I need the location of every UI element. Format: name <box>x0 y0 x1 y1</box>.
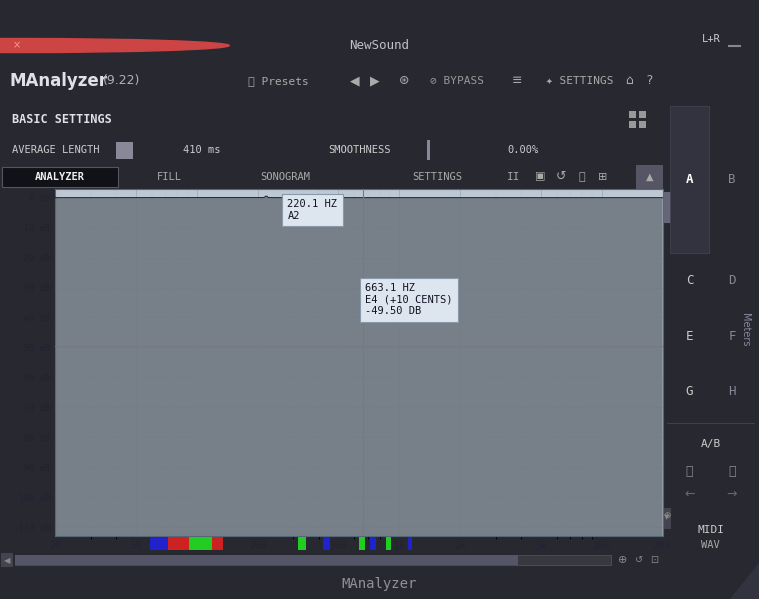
Bar <box>639 111 646 118</box>
Bar <box>14 555 518 565</box>
Text: ↺: ↺ <box>635 555 644 565</box>
Text: F: F <box>728 330 735 343</box>
Bar <box>639 121 646 128</box>
Bar <box>189 537 213 550</box>
Bar <box>2 167 118 187</box>
Bar <box>14 555 611 565</box>
Text: B: B <box>728 173 735 186</box>
Bar <box>370 537 376 550</box>
Text: SMOOTHNESS: SMOOTHNESS <box>328 146 390 155</box>
Text: E: E <box>686 330 694 343</box>
Text: ✦ SETTINGS: ✦ SETTINGS <box>546 75 613 86</box>
Text: ⊕: ⊕ <box>618 555 628 565</box>
Text: ◀: ◀ <box>4 555 11 565</box>
Text: ⊘ BYPASS: ⊘ BYPASS <box>430 75 484 86</box>
Text: (9.22): (9.22) <box>102 74 140 87</box>
Bar <box>150 537 183 550</box>
Text: 0.00%: 0.00% <box>508 146 539 155</box>
Bar <box>298 537 306 550</box>
Bar <box>386 537 391 550</box>
Text: D: D <box>728 274 735 288</box>
Bar <box>670 106 709 253</box>
Text: BASIC SETTINGS: BASIC SETTINGS <box>12 113 112 126</box>
Text: ↺: ↺ <box>556 170 566 183</box>
Text: ≡: ≡ <box>512 74 522 87</box>
Polygon shape <box>744 587 759 599</box>
Bar <box>629 121 636 128</box>
Text: ▲: ▲ <box>646 172 653 181</box>
Text: G: G <box>686 386 694 398</box>
Bar <box>116 142 133 159</box>
Text: SONOGRAM: SONOGRAM <box>260 172 310 181</box>
Text: FILL: FILL <box>156 172 181 181</box>
Bar <box>168 537 192 550</box>
Text: MAnalyzer: MAnalyzer <box>342 577 417 591</box>
Text: ▼: ▼ <box>664 514 670 520</box>
Text: 220.1 HZ
A2: 220.1 HZ A2 <box>288 199 338 220</box>
Text: ⊞: ⊞ <box>598 172 608 181</box>
Text: ⧉: ⧉ <box>728 465 735 479</box>
Bar <box>2 553 13 567</box>
Text: H: H <box>728 386 735 398</box>
Bar <box>323 537 330 550</box>
Bar <box>636 165 663 189</box>
Text: ⌂: ⌂ <box>625 74 634 87</box>
Text: ?: ? <box>646 74 653 87</box>
Bar <box>359 537 365 550</box>
Text: ×: × <box>13 41 20 50</box>
Text: WAV: WAV <box>701 540 720 550</box>
Text: 663.1 HZ
E4 (+10 CENTS)
-49.50 DB: 663.1 HZ E4 (+10 CENTS) -49.50 DB <box>365 283 453 316</box>
Text: ←: ← <box>685 488 694 501</box>
Text: ⊕: ⊕ <box>663 511 671 520</box>
Bar <box>629 111 636 118</box>
Text: A/B: A/B <box>701 439 721 449</box>
Text: ⠿ Presets: ⠿ Presets <box>248 75 309 86</box>
Polygon shape <box>730 563 759 599</box>
Text: 410 ms: 410 ms <box>184 146 221 155</box>
Text: NewSound: NewSound <box>349 39 410 52</box>
Text: A: A <box>686 173 694 186</box>
Text: ◀: ◀ <box>350 74 359 87</box>
Text: ⧉: ⧉ <box>686 465 694 479</box>
Text: ▶: ▶ <box>370 74 380 87</box>
Circle shape <box>0 38 229 53</box>
Text: ⊡: ⊡ <box>650 555 659 565</box>
Text: Meters: Meters <box>739 313 750 346</box>
Text: AVERAGE LENGTH: AVERAGE LENGTH <box>12 146 99 155</box>
Text: II: II <box>508 172 521 181</box>
Text: MIDI: MIDI <box>698 525 724 534</box>
Bar <box>663 509 671 529</box>
Text: MAnalyzer: MAnalyzer <box>10 71 108 90</box>
Text: ▣: ▣ <box>535 172 545 181</box>
Bar <box>408 537 412 550</box>
Bar <box>427 140 430 161</box>
Text: →: → <box>727 488 737 501</box>
Text: ⊛: ⊛ <box>399 74 409 87</box>
Bar <box>663 192 671 223</box>
Text: C: C <box>686 274 694 288</box>
Text: ⧉: ⧉ <box>578 172 585 181</box>
Text: SETTINGS: SETTINGS <box>412 172 462 181</box>
Text: ANALYZER: ANALYZER <box>36 172 85 181</box>
Text: L+R: L+R <box>701 34 720 44</box>
Bar <box>212 537 223 550</box>
